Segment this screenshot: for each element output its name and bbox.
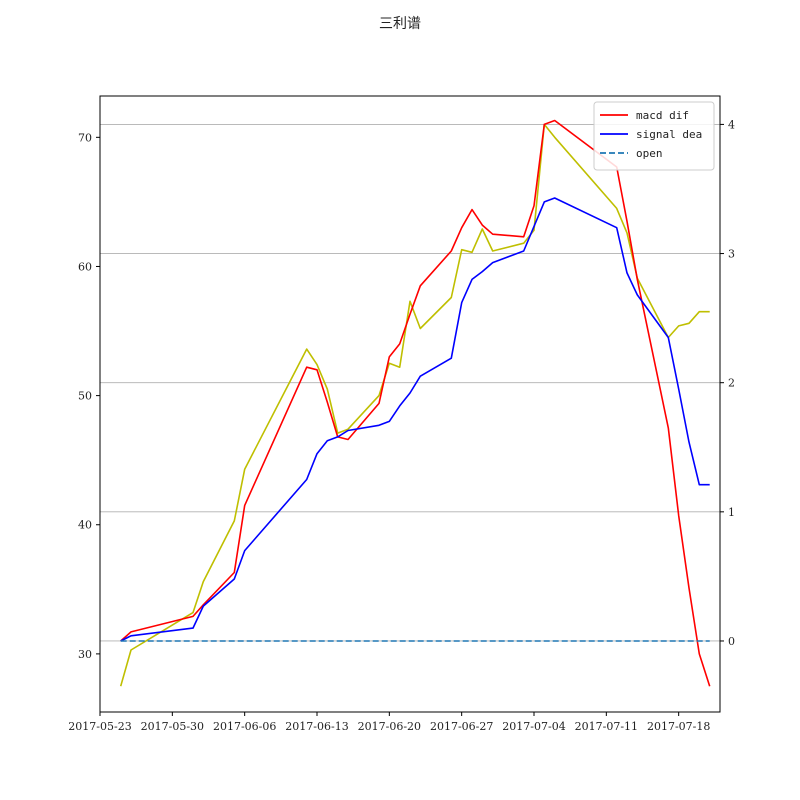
x-tick-label: 2017-06-27 — [430, 720, 493, 733]
legend-label: macd dif — [636, 109, 689, 122]
legend: macd dif signal dea open — [593, 101, 715, 171]
left-tick-label: 60 — [78, 260, 92, 273]
left-tick-label: 40 — [78, 519, 92, 532]
left-tick-label: 30 — [78, 648, 92, 661]
right-tick-label: 2 — [728, 377, 735, 390]
right-tick-label: 3 — [728, 248, 735, 261]
x-tick-label: 2017-07-04 — [502, 720, 565, 733]
legend-label: signal dea — [636, 128, 702, 141]
left-tick-label: 70 — [78, 131, 92, 144]
grid — [100, 123, 720, 642]
left-tick-label: 50 — [78, 390, 92, 403]
series-line-macd-dif — [120, 119, 711, 687]
right-tick-label: 0 — [728, 635, 735, 648]
right-tick-label: 1 — [728, 506, 735, 519]
plot-frame — [99, 95, 721, 713]
x-tick-label: 2017-05-23 — [68, 720, 131, 733]
axes: 30 40 50 60 70 0 1 2 3 4 2017-05-23 2017-05-30 2017-… — [68, 118, 735, 733]
x-tick-label: 2017-07-18 — [647, 720, 710, 733]
x-tick-label: 2017-07-11 — [575, 720, 638, 733]
series-line-signal-dea — [120, 197, 710, 642]
x-tick-label: 2017-05-30 — [141, 720, 204, 733]
x-tick-label: 2017-06-06 — [213, 720, 276, 733]
chart-title: 三利谱 — [379, 16, 421, 32]
legend-label: open — [636, 147, 663, 160]
x-tick-label: 2017-06-20 — [358, 720, 421, 733]
x-tick-label: 2017-06-13 — [285, 720, 348, 733]
series-layer — [119, 119, 711, 687]
right-tick-label: 4 — [728, 118, 735, 131]
